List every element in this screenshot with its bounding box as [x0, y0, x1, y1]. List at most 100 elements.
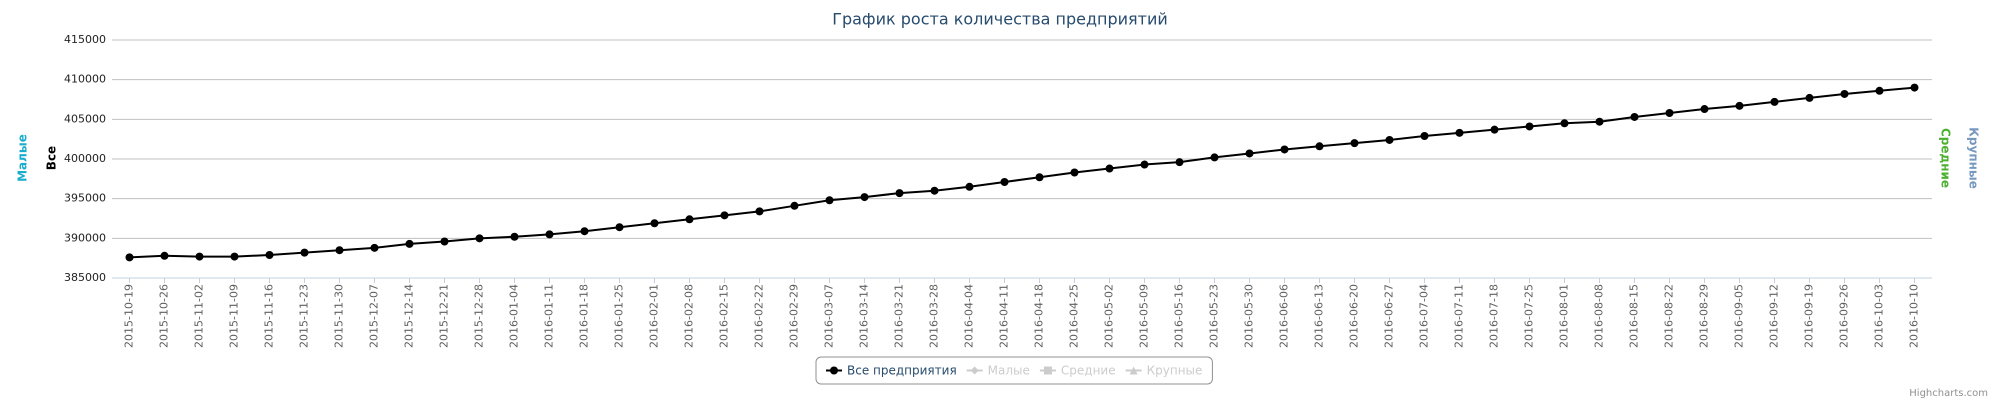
- x-tick-label: 2016-07-25: [1523, 284, 1536, 348]
- x-tick-label: 2016-09-05: [1733, 284, 1746, 348]
- data-point: [1140, 160, 1149, 169]
- y-tick-label: 410000: [64, 73, 106, 86]
- data-point: [1455, 128, 1464, 137]
- x-tick-label: 2015-11-02: [193, 284, 206, 348]
- data-point: [1420, 131, 1429, 140]
- x-tick-label: 2016-06-06: [1278, 284, 1291, 348]
- data-point: [195, 252, 204, 261]
- x-tick-label: 2016-08-15: [1628, 284, 1641, 348]
- x-tick-label: 2015-11-09: [228, 284, 241, 348]
- x-tick-label: 2016-08-01: [1558, 284, 1571, 348]
- x-tick-label: 2016-08-29: [1698, 284, 1711, 348]
- x-tick-label: 2016-01-25: [613, 284, 626, 348]
- x-tick-label: 2015-12-28: [473, 284, 486, 348]
- y-tick-label: 390000: [64, 231, 106, 244]
- data-point: [125, 253, 134, 262]
- data-point: [1035, 173, 1044, 182]
- data-point: [1315, 142, 1324, 151]
- x-tick-label: 2016-04-25: [1068, 284, 1081, 348]
- x-tick-label: 2015-11-30: [333, 284, 346, 348]
- x-tick-label: 2016-09-12: [1768, 284, 1781, 348]
- data-point: [930, 186, 939, 195]
- data-point: [1910, 83, 1919, 92]
- data-point: [1175, 158, 1184, 167]
- x-tick-label: 2016-03-21: [893, 284, 906, 348]
- x-tick-label: 2015-12-07: [368, 284, 381, 348]
- data-point: [825, 196, 834, 205]
- data-point: [510, 232, 519, 241]
- x-tick-label: 2016-03-14: [858, 284, 871, 348]
- x-tick-label: 2015-10-19: [123, 284, 136, 348]
- x-tick-label: 2016-02-29: [788, 284, 801, 348]
- data-point: [545, 230, 554, 239]
- data-point: [1525, 122, 1534, 131]
- x-tick-label: 2016-02-01: [648, 284, 661, 348]
- x-tick-label: 2016-02-22: [753, 284, 766, 348]
- y-tick-label: 415000: [64, 33, 106, 46]
- legend-marker[interactable]: [970, 366, 979, 375]
- data-point: [1735, 101, 1744, 110]
- data-point: [1700, 105, 1709, 114]
- data-point: [300, 248, 309, 257]
- x-tick-label: 2015-10-26: [158, 284, 171, 348]
- x-tick-label: 2016-02-15: [718, 284, 731, 348]
- data-point: [860, 193, 869, 202]
- x-tick-label: 2016-04-18: [1033, 284, 1046, 348]
- data-point: [1595, 117, 1604, 126]
- series-line: [129, 86, 1915, 259]
- axis-title: Средние: [1939, 128, 1953, 188]
- axis-title: Малые: [16, 134, 30, 182]
- data-point: [615, 223, 624, 232]
- x-tick-label: 2015-11-23: [298, 284, 311, 348]
- y-tick-label: 395000: [64, 192, 106, 205]
- legend-item[interactable]: Все предприятия: [847, 364, 957, 378]
- x-tick-label: 2016-10-10: [1908, 284, 1921, 348]
- data-point: [1490, 125, 1499, 134]
- x-tick-label: 2016-01-04: [508, 284, 521, 348]
- data-point: [1665, 108, 1674, 117]
- data-point: [790, 201, 799, 210]
- x-tick-label: 2016-05-02: [1103, 284, 1116, 348]
- y-tick-label: 405000: [64, 112, 106, 125]
- legend-item[interactable]: Средние: [1061, 364, 1116, 378]
- x-tick-label: 2016-04-11: [998, 284, 1011, 348]
- x-tick-label: 2015-12-14: [403, 284, 416, 348]
- x-tick-label: 2016-07-04: [1418, 284, 1431, 348]
- data-point: [1000, 178, 1009, 187]
- chart-title: График роста количества предприятий: [832, 10, 1168, 29]
- data-point: [1105, 164, 1114, 173]
- data-point: [1840, 89, 1849, 98]
- data-point: [1560, 119, 1569, 128]
- data-point: [720, 211, 729, 220]
- x-tick-label: 2015-12-21: [438, 284, 451, 348]
- data-point: [1630, 112, 1639, 121]
- axis-title: Крупные: [1967, 127, 1981, 189]
- x-tick-label: 2016-05-09: [1138, 284, 1151, 348]
- x-tick-label: 2016-05-16: [1173, 284, 1186, 348]
- legend-marker[interactable]: [1129, 366, 1138, 375]
- x-tick-label: 2016-09-19: [1803, 284, 1816, 348]
- data-point: [755, 207, 764, 216]
- x-tick-label: 2016-01-18: [578, 284, 591, 348]
- legend-item[interactable]: Малые: [988, 364, 1030, 378]
- legend-item[interactable]: Крупные: [1147, 364, 1203, 378]
- data-point: [1875, 86, 1884, 95]
- data-point: [370, 243, 379, 252]
- data-point: [650, 219, 659, 228]
- data-point: [1350, 139, 1359, 148]
- x-tick-label: 2016-04-04: [963, 284, 976, 348]
- legend-marker[interactable]: [1043, 366, 1052, 375]
- y-tick-label: 400000: [64, 152, 106, 165]
- data-point: [895, 189, 904, 198]
- x-tick-label: 2016-08-08: [1593, 284, 1606, 348]
- data-point: [965, 182, 974, 191]
- legend-box: [815, 356, 1213, 385]
- x-tick-label: 2016-09-26: [1838, 284, 1851, 348]
- data-point: [405, 239, 414, 248]
- credits[interactable]: Highcharts.com: [1909, 388, 1988, 399]
- data-point: [685, 215, 694, 224]
- legend-marker[interactable]: [830, 366, 838, 375]
- data-point: [475, 234, 484, 243]
- x-tick-label: 2016-05-30: [1243, 284, 1256, 348]
